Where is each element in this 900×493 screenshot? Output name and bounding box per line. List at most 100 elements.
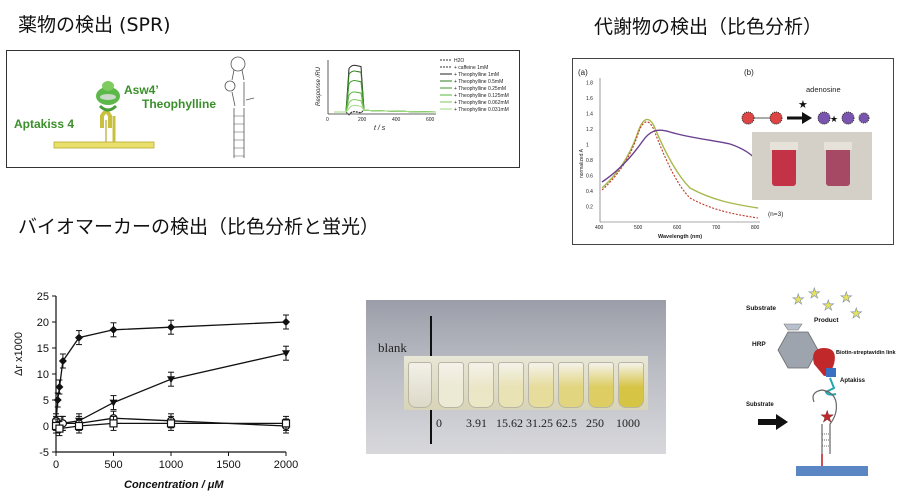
- particle-left: [741, 111, 783, 125]
- surface-block: [796, 466, 868, 476]
- sensorgram-legend-entry: + Theophylline 1mM: [454, 72, 499, 78]
- label-asw4: Asw4’: [124, 83, 159, 97]
- sensorgram-ylabel: Response /RU: [316, 66, 322, 106]
- sensorgram-legend-entry: + caffeine 1mM: [454, 65, 488, 71]
- chart-ylabel: Δr x1000: [13, 332, 25, 376]
- sensorgram-curve: [334, 104, 437, 113]
- label-theophylline: Theophylline: [142, 97, 216, 111]
- svg-text:★: ★: [830, 115, 838, 125]
- y-tick-label: -5: [39, 447, 49, 459]
- y-tick-label: 25: [37, 291, 49, 303]
- star-icon: ★: [798, 98, 808, 111]
- aptakiss-hairpin: [100, 110, 112, 128]
- sensorgram-xtick: 0: [326, 117, 329, 123]
- x-tick-label: 1500: [216, 459, 240, 471]
- heading-biomarker: バイオマーカーの検出（比色分析と蛍光）: [18, 216, 380, 238]
- sensorgram-legend-entry: + Theophylline 0.125mM: [454, 93, 509, 99]
- color-ylabel: normalized A: [579, 148, 585, 178]
- vial-concentration-label: 3.91: [466, 416, 487, 430]
- sensorgram-legend-entry: + Theophylline 0.25mM: [454, 86, 506, 92]
- sensor-surface: [53, 141, 155, 149]
- data-point-diamond: [75, 333, 83, 342]
- product-label: Product: [814, 317, 839, 324]
- vial-concentration-label: 15.62: [496, 416, 523, 430]
- data-point-square: [109, 419, 118, 428]
- hrp-hexagon: [777, 331, 819, 369]
- sensorgram-xtick: 200: [358, 117, 367, 123]
- data-point-diamond: [282, 318, 290, 326]
- color-xtick: 800: [751, 225, 760, 231]
- star-cluster: ★ ★ ★ ★ ★: [792, 286, 863, 323]
- color-xtick: 600: [673, 225, 682, 231]
- star-icon: ★: [808, 286, 821, 302]
- y-tick-label: 15: [37, 343, 49, 355]
- adenosine-label: adenosine: [806, 85, 841, 94]
- data-point-square: [166, 419, 176, 428]
- substrate-left-label: Substrate: [746, 402, 774, 408]
- label-aptakiss: Aptakiss 4: [14, 117, 74, 131]
- x-tick-label: 0: [53, 459, 59, 471]
- particle-right: ★: [817, 111, 870, 125]
- colorimetric-panel: (a) (b) 0.2 0.4 0.6 0.8 1 1.2 1.4 1.6 1.8 400 500…: [572, 58, 894, 245]
- color-ytick: 1: [586, 143, 589, 149]
- vial: [618, 362, 644, 408]
- color-ytick: 0.8: [586, 158, 593, 164]
- star-icon: ★: [840, 290, 853, 306]
- y-tick-label: 5: [43, 395, 49, 407]
- hrp-schematic: Substrate Product ★ ★ ★ ★ ★ HRP Biotin-s…: [746, 286, 897, 476]
- data-point-diamond: [53, 396, 62, 404]
- vial-concentration-label: 31.25: [526, 416, 553, 430]
- vial: [558, 362, 584, 408]
- arrow-head-icon: [802, 112, 812, 124]
- color-ytick: 0.2: [586, 205, 593, 211]
- red-star-icon: ★: [820, 407, 834, 426]
- arrow-head-icon: [776, 414, 788, 430]
- sensorgram-legend-entry: + Theophylline 0.5mM: [454, 79, 503, 85]
- star-icon: ★: [850, 306, 863, 322]
- red-curve: [601, 121, 759, 219]
- data-point-square: [281, 419, 291, 428]
- vial-strip-photo: blank 0 3.91 15.62 31.25 62.5 250 1000: [366, 300, 666, 454]
- y-tick-label: 20: [37, 317, 49, 329]
- color-ytick: 0.6: [586, 174, 593, 180]
- sensorgram-xtick: 600: [426, 117, 435, 123]
- biotin-label: Biotin-streptavidin link: [836, 350, 897, 356]
- data-point-diamond: [109, 325, 118, 334]
- sensorgram-legend-entry: + Theophylline 0.031mM: [454, 107, 509, 113]
- color-ytick: 0.4: [586, 189, 593, 195]
- x-tick-label: 1000: [159, 459, 183, 471]
- spr-panel: Aptakiss 4 Asw4’ Theophylline Response /…: [6, 50, 520, 168]
- color-xtick: 400: [595, 225, 604, 231]
- x-tick-label: 2000: [274, 459, 298, 471]
- rna-structure: [224, 56, 255, 158]
- y-tick-label: 0: [43, 421, 49, 433]
- vial-concentration-label: 62.5: [556, 416, 577, 430]
- vial: [438, 362, 464, 408]
- data-point-diamond: [55, 383, 64, 391]
- sensorgram-legend-entry: H2O: [454, 58, 464, 64]
- data-point-square: [74, 421, 84, 431]
- color-ytick: 1.6: [586, 96, 593, 102]
- biotin-block: [826, 368, 836, 377]
- data-point-diamond: [58, 357, 67, 365]
- color-xtick: 700: [712, 225, 721, 231]
- data-point-diamond: [167, 323, 175, 332]
- star-icon: ★: [792, 292, 805, 308]
- sensorgram-legend-entry: + Theophylline 0.062mM: [454, 100, 509, 106]
- vial: [468, 362, 494, 408]
- color-ytick: 1.2: [586, 127, 593, 133]
- vial-concentration-label: 250: [586, 416, 604, 430]
- color-xtick: 500: [634, 225, 643, 231]
- n-label: (n=3): [768, 211, 783, 218]
- sensorgram-xlabel: t / s: [374, 125, 386, 132]
- color-ytick: 1.8: [586, 81, 593, 87]
- purple-curve: [601, 129, 759, 183]
- substrate-top-label: Substrate: [746, 305, 776, 312]
- y-tick-label: 10: [37, 369, 49, 381]
- aptamer-hairpin: [812, 389, 837, 454]
- label-a: (a): [578, 68, 588, 77]
- label-b: (b): [744, 68, 754, 77]
- data-point-square: [55, 424, 64, 433]
- sensorgram-xtick: 400: [392, 117, 401, 123]
- vial-concentration-label: 1000: [616, 416, 640, 430]
